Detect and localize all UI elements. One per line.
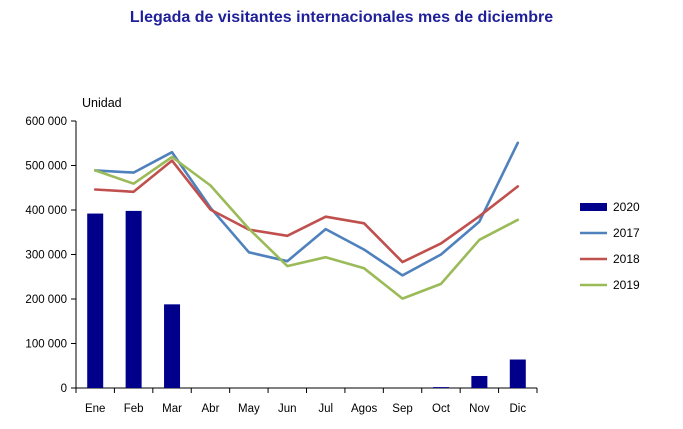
y-tick-label: 300 000 xyxy=(25,250,67,262)
x-tick-label: Oct xyxy=(432,403,451,415)
x-tick-label: Agos xyxy=(351,403,377,415)
y-tick-label: 100 000 xyxy=(25,339,67,351)
chart-title: Llegada de visitantes internacionales me… xyxy=(129,9,554,26)
line-2019 xyxy=(93,155,520,300)
legend-label-2020: 2020 xyxy=(613,200,640,214)
line-2018 xyxy=(93,159,520,264)
x-axis: Ene Feb Mar Abr May Jun Jul Agos Sep Oct Nov Dic xyxy=(75,387,538,415)
legend: 2020 2017 2018 2019 xyxy=(580,200,640,292)
y-tick-label: 500 000 xyxy=(25,161,67,173)
x-tick-label: Ene xyxy=(85,403,105,415)
x-tick-label: Abr xyxy=(202,403,220,415)
y-tick-label: 0 xyxy=(61,383,67,395)
bar-2020-oct xyxy=(432,387,449,388)
x-tick-label: Nov xyxy=(469,403,490,415)
x-tick-label: May xyxy=(238,403,260,415)
y-axis: 0 100 000 200 000 300 000 400 000 500 000 600 … xyxy=(25,116,77,395)
bar-2020-nov xyxy=(471,375,488,388)
y-tick-label: 600 000 xyxy=(25,116,67,128)
bar-2020-ene xyxy=(87,213,104,388)
x-tick-label: Dic xyxy=(509,403,526,415)
legend-label-2018: 2018 xyxy=(613,252,640,266)
x-tick-label: Sep xyxy=(392,403,412,415)
y-tick-label: 200 000 xyxy=(25,294,67,306)
bar-series xyxy=(87,210,526,388)
x-tick-label: Mar xyxy=(162,403,182,415)
bar-2020-dic xyxy=(509,359,526,388)
bar-2020-mar xyxy=(164,304,181,388)
legend-swatch-2020 xyxy=(580,203,607,211)
x-tick-label: Jul xyxy=(318,403,333,415)
line-series xyxy=(93,141,520,300)
x-tick-label: Feb xyxy=(124,403,144,415)
legend-label-2017: 2017 xyxy=(613,226,640,240)
y-axis-unit-label: Unidad xyxy=(82,96,122,110)
legend-label-2019: 2019 xyxy=(613,278,640,292)
y-tick-label: 400 000 xyxy=(25,205,67,217)
line-2017 xyxy=(93,141,520,277)
bar-2020-feb xyxy=(125,210,142,388)
x-tick-label: Jun xyxy=(278,403,297,415)
